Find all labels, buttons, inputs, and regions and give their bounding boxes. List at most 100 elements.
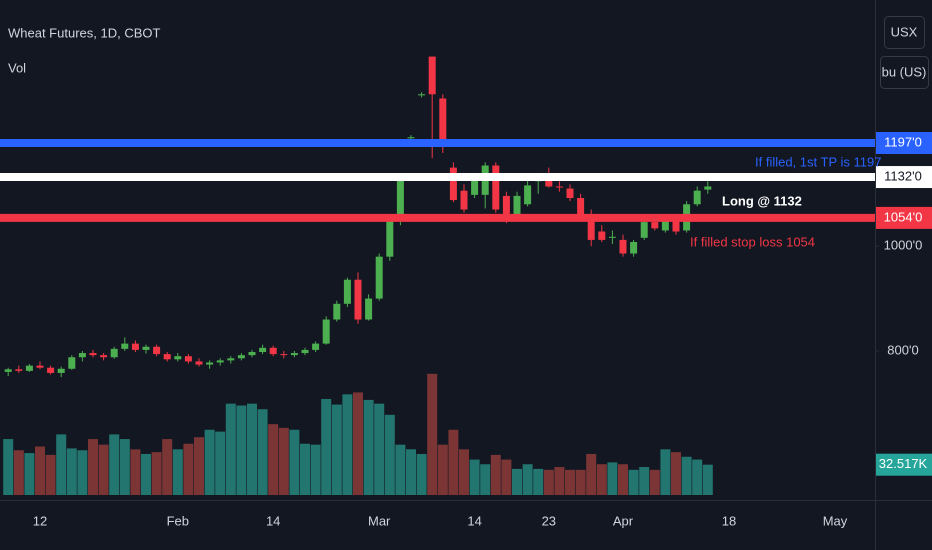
volume-bar bbox=[321, 398, 332, 495]
volume-bar bbox=[172, 449, 183, 495]
candle-body bbox=[555, 186, 563, 188]
volume-bar bbox=[533, 468, 544, 495]
candle-body bbox=[121, 343, 129, 349]
volume-bar bbox=[628, 469, 639, 495]
annotation: If filled, 1st TP is 1197 bbox=[755, 154, 881, 169]
volume-bar bbox=[194, 437, 204, 495]
candle-body bbox=[545, 179, 553, 187]
x-tick-label: Apr bbox=[613, 513, 634, 528]
candle-body bbox=[630, 242, 638, 254]
volume-bar bbox=[448, 429, 459, 495]
chart-title: Wheat Futures, 1D, CBOT bbox=[8, 25, 160, 40]
x-tick-label: 23 bbox=[542, 513, 556, 528]
candle-body bbox=[227, 358, 235, 361]
candle-body bbox=[131, 343, 139, 350]
candle-body bbox=[312, 343, 320, 350]
candle-body bbox=[237, 355, 245, 359]
volume-bar bbox=[501, 459, 512, 495]
volume-bar bbox=[13, 450, 24, 495]
x-tick-label: 14 bbox=[467, 513, 481, 528]
volume-bar bbox=[130, 449, 141, 495]
volume-bar bbox=[77, 450, 88, 495]
unit-box[interactable] bbox=[880, 56, 929, 89]
candle-body bbox=[301, 349, 309, 354]
volume-bar bbox=[681, 456, 692, 495]
candle-body bbox=[502, 195, 510, 220]
volume-bar bbox=[66, 448, 77, 495]
volume-bar bbox=[88, 439, 98, 495]
x-tick-label: May bbox=[823, 513, 848, 528]
volume-bar bbox=[692, 459, 703, 495]
level-label: 1197'0 bbox=[884, 134, 922, 149]
volume-title: Vol bbox=[8, 60, 26, 75]
level-label-box bbox=[876, 132, 932, 154]
volume-bar bbox=[586, 453, 597, 495]
volume-bar bbox=[162, 439, 173, 495]
candle-body bbox=[386, 221, 394, 257]
candle-body bbox=[704, 186, 712, 190]
volume-bar bbox=[596, 464, 607, 495]
volume-bar bbox=[3, 439, 14, 495]
x-tick-label: 18 bbox=[722, 513, 736, 528]
candle-body bbox=[619, 239, 627, 254]
volume-bar bbox=[236, 405, 247, 495]
currency-box[interactable] bbox=[884, 16, 925, 49]
candle-body bbox=[163, 354, 171, 360]
candle-body bbox=[174, 356, 182, 360]
candle-body bbox=[524, 185, 532, 205]
candle-body bbox=[407, 137, 415, 139]
candle-body bbox=[89, 353, 97, 356]
volume-bar bbox=[363, 399, 374, 495]
unit[interactable]: bu (US) bbox=[882, 64, 927, 79]
volume-bar bbox=[416, 453, 427, 495]
volume-bar bbox=[522, 464, 533, 495]
volume-bar bbox=[660, 449, 671, 495]
volume-bar bbox=[257, 409, 268, 495]
volume-bar bbox=[618, 464, 628, 495]
volume-bar bbox=[215, 431, 226, 495]
candle-body bbox=[428, 56, 436, 95]
volume-bar bbox=[702, 464, 713, 495]
x-tick-label: 14 bbox=[266, 513, 280, 528]
candle-body bbox=[587, 214, 595, 240]
volume-bar bbox=[469, 459, 480, 495]
volume-bar bbox=[151, 452, 162, 495]
candle-body bbox=[322, 319, 330, 344]
candle-body bbox=[439, 98, 447, 142]
volume-bar bbox=[247, 403, 257, 495]
candle-body bbox=[343, 279, 351, 304]
volume-bar bbox=[35, 446, 45, 495]
volume-bar bbox=[56, 434, 67, 495]
candle-body bbox=[651, 222, 659, 229]
volume-bar bbox=[437, 444, 448, 495]
volume-bar bbox=[24, 453, 35, 495]
candle-body bbox=[206, 362, 214, 365]
volume-bar bbox=[183, 443, 194, 495]
candle-body bbox=[333, 303, 341, 320]
candle-body bbox=[259, 347, 267, 352]
candle-body bbox=[608, 236, 616, 238]
volume-bar bbox=[512, 468, 522, 495]
volume-label: 32.517K bbox=[879, 456, 928, 471]
volume-bar bbox=[490, 454, 501, 495]
volume-bar bbox=[119, 439, 130, 495]
level-label: 1054'0 bbox=[884, 209, 923, 224]
volume-bar bbox=[480, 464, 491, 495]
volume-bar bbox=[98, 444, 109, 495]
volume-bar bbox=[278, 427, 289, 495]
currency[interactable]: USX bbox=[891, 24, 918, 39]
volume-bar bbox=[671, 452, 681, 495]
candle-body bbox=[15, 369, 23, 371]
volume-bar bbox=[575, 469, 586, 495]
annotation: If filled stop loss 1054 bbox=[690, 234, 815, 249]
candle-body bbox=[153, 346, 161, 355]
volume-bar bbox=[289, 429, 300, 495]
candle-body bbox=[492, 165, 500, 210]
candle-body bbox=[280, 354, 288, 356]
candle-body bbox=[577, 198, 585, 215]
candle-body bbox=[290, 353, 298, 356]
x-tick-label: Mar bbox=[368, 513, 391, 528]
volume-bar bbox=[543, 469, 554, 495]
